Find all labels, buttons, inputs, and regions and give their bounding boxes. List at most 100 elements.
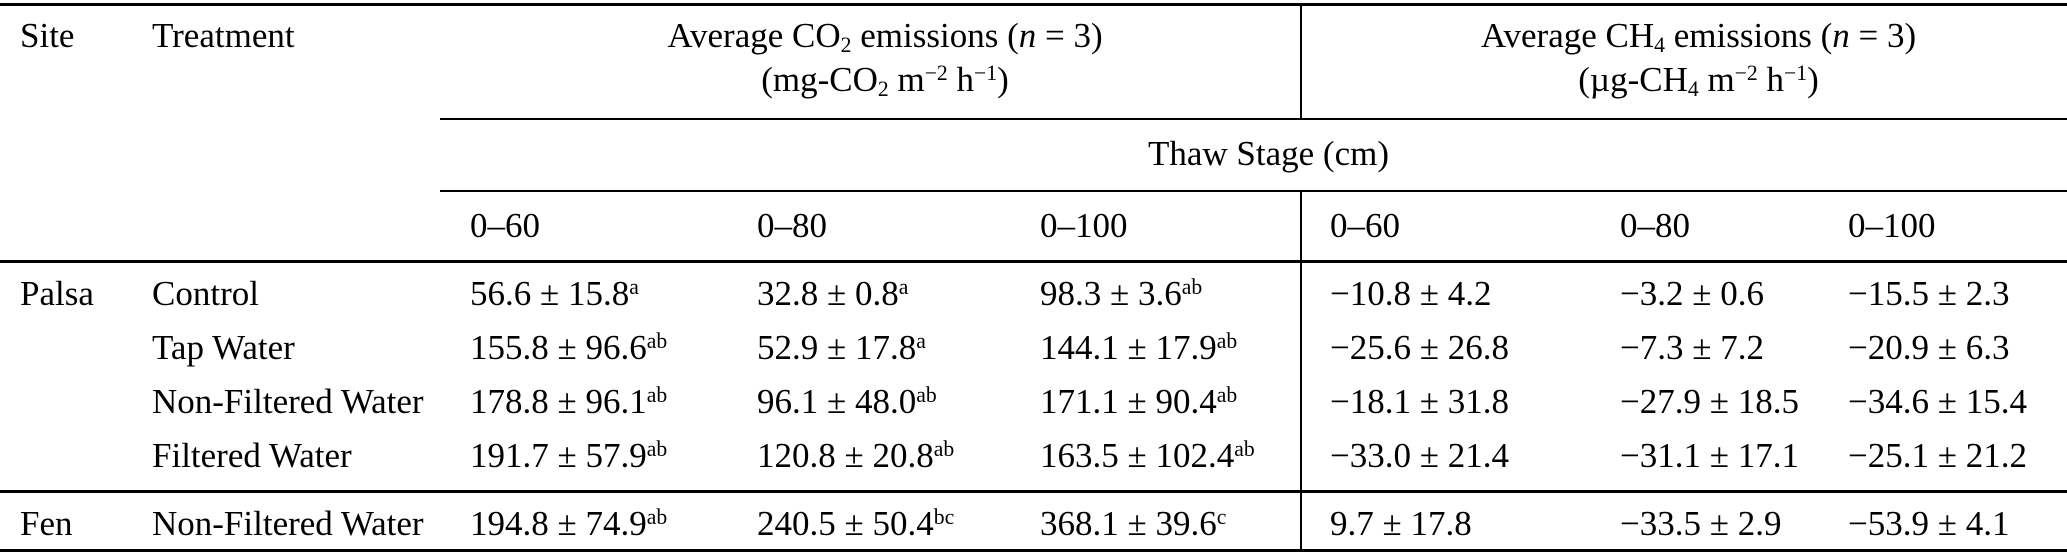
value-cell-co2-0-100: 144.1 ± 17.9ab — [1040, 326, 1300, 370]
co2-ch4-divider-depth-row — [1300, 192, 1302, 260]
value-text: −27.9 ± 18.5 — [1620, 382, 1799, 421]
significance-superscript: ab — [646, 505, 668, 530]
value-text: 155.8 ± 96.6 — [470, 328, 647, 367]
value-cell-ch4-0-80: −3.2 ± 0.6 — [1620, 272, 1848, 316]
ch4-formula-subscript: 4 — [1654, 33, 1665, 58]
value-cell-ch4-0-100: −25.1 ± 21.2 — [1848, 434, 2067, 478]
co2-formula-subscript: 2 — [840, 33, 852, 58]
value-text: −33.5 ± 2.9 — [1620, 504, 1782, 543]
site-cell: Fen — [20, 504, 73, 543]
table-row-palsa-filtered: Filtered Water 191.7 ± 57.9ab 120.8 ± 20… — [0, 434, 2067, 478]
co2-units-fragment-1: (mg-CO — [761, 60, 878, 99]
value-cell-co2-0-60: 191.7 ± 57.9ab — [470, 434, 757, 478]
co2-title-fragment-2: emissions ( — [851, 16, 1019, 55]
ch4-header-title: Average CH4 emissions (n = 3) — [1330, 14, 2067, 58]
value-text: −18.1 ± 31.8 — [1330, 382, 1509, 421]
thaw-stage-underline — [440, 190, 2067, 192]
value-cell-co2-0-100: 98.3 ± 3.6ab — [1040, 272, 1300, 316]
depth-header-co2-0-80: 0–80 — [757, 206, 827, 245]
value-text: −25.1 ± 21.2 — [1848, 436, 2027, 475]
value-cell-co2-0-80: 32.8 ± 0.8a — [757, 272, 1040, 316]
ch4-title-fragment-1: Average CH — [1480, 16, 1655, 55]
value-text: 178.8 ± 96.1 — [470, 382, 647, 421]
value-cell-ch4-0-60: −33.0 ± 21.4 — [1300, 434, 1620, 478]
depth-header-ch4-0-60: 0–60 — [1330, 206, 1400, 245]
value-cell-ch4-0-60: −25.6 ± 26.8 — [1300, 326, 1620, 370]
value-text: −15.5 ± 2.3 — [1848, 274, 2010, 313]
value-text: 194.8 ± 74.9 — [470, 504, 647, 543]
treatment-cell: Non-Filtered Water — [152, 382, 424, 421]
top-rule — [0, 3, 2067, 6]
table-row-palsa-control: Palsa Control 56.6 ± 15.8a 32.8 ± 0.8a 9… — [0, 272, 2067, 316]
value-text: 120.8 ± 20.8 — [757, 436, 934, 475]
treatment-cell: Filtered Water — [152, 436, 352, 475]
value-cell-ch4-0-100: −15.5 ± 2.3 — [1848, 272, 2067, 316]
depth-header-ch4-0-80: 0–80 — [1620, 206, 1690, 245]
thaw-stage-row: Thaw Stage (cm) — [0, 132, 2067, 176]
group-header-underline — [440, 118, 2067, 120]
co2-column-group-header: Average CO2 emissions (n = 3) (mg-CO2 m−… — [470, 14, 1300, 102]
value-cell-ch4-0-60: −18.1 ± 31.8 — [1300, 380, 1620, 424]
significance-superscript: ab — [646, 329, 668, 354]
bottom-rule — [0, 549, 2067, 552]
co2-ch4-divider-header — [1300, 6, 1302, 118]
significance-superscript: ab — [646, 437, 668, 462]
ch4-title-fragment-2: emissions ( — [1665, 16, 1833, 55]
value-text: −34.6 ± 15.4 — [1848, 382, 2027, 421]
value-cell-co2-0-60: 194.8 ± 74.9ab — [470, 502, 757, 546]
co2-units-fragment-3: h — [947, 60, 975, 99]
value-text: −7.3 ± 7.2 — [1620, 328, 1764, 367]
depth-header-co2-0-100: 0–100 — [1040, 206, 1128, 245]
ch4-units-superscript-1: −2 — [1734, 61, 1758, 86]
significance-superscript: a — [898, 275, 909, 300]
significance-superscript: ab — [1216, 383, 1238, 408]
table-row-fen-non-filtered: Fen Non-Filtered Water 194.8 ± 74.9ab 24… — [0, 502, 2067, 546]
value-cell-co2-0-60: 178.8 ± 96.1ab — [470, 380, 757, 424]
value-text: −53.9 ± 4.1 — [1848, 504, 2010, 543]
value-text: 368.1 ± 39.6 — [1040, 504, 1217, 543]
value-cell-co2-0-80: 96.1 ± 48.0ab — [757, 380, 1040, 424]
site-cell: Palsa — [20, 274, 94, 313]
value-cell-co2-0-100: 163.5 ± 102.4ab — [1040, 434, 1300, 478]
co2-units-fragment-2: m — [888, 60, 925, 99]
value-text: 171.1 ± 90.4 — [1040, 382, 1217, 421]
value-text: −3.2 ± 0.6 — [1620, 274, 1764, 313]
value-cell-ch4-0-100: −34.6 ± 15.4 — [1848, 380, 2067, 424]
site-cell — [0, 434, 152, 478]
ch4-units-superscript-2: −1 — [1784, 61, 1808, 86]
ch4-units-fragment-2: m — [1698, 60, 1735, 99]
significance-superscript: c — [1216, 505, 1227, 530]
table-row-palsa-tap-water: Tap Water 155.8 ± 96.6ab 52.9 ± 17.8a 14… — [0, 326, 2067, 370]
value-cell-ch4-0-80: −31.1 ± 17.1 — [1620, 434, 1848, 478]
col-header-treatment: Treatment — [152, 16, 295, 55]
significance-superscript: bc — [933, 505, 955, 530]
n-symbol: n — [1832, 16, 1850, 55]
treatment-cell: Non-Filtered Water — [152, 504, 424, 543]
co2-header-title: Average CO2 emissions (n = 3) — [470, 14, 1300, 58]
value-cell-co2-0-100: 368.1 ± 39.6c — [1040, 502, 1300, 546]
value-text: 9.7 ± 17.8 — [1330, 504, 1472, 543]
depth-header-row: 0–60 0–80 0–100 0–60 0–80 0–100 — [0, 204, 2067, 248]
value-text: 56.6 ± 15.8 — [470, 274, 630, 313]
value-text: −20.9 ± 6.3 — [1848, 328, 2010, 367]
ch4-units-subscript: 4 — [1687, 77, 1699, 102]
co2-header-units: (mg-CO2 m−2 h−1) — [470, 58, 1300, 102]
value-text: 32.8 ± 0.8 — [757, 274, 899, 313]
value-cell-co2-0-60: 155.8 ± 96.6ab — [470, 326, 757, 370]
header-row: Site Treatment Average CO2 emissions (n … — [0, 14, 2067, 102]
co2-units-fragment-4: ) — [997, 60, 1009, 99]
significance-superscript: ab — [646, 383, 668, 408]
depth-header-ch4-0-100: 0–100 — [1848, 206, 1936, 245]
value-cell-co2-0-80: 120.8 ± 20.8ab — [757, 434, 1040, 478]
n-symbol: n — [1018, 16, 1037, 55]
value-cell-co2-0-80: 52.9 ± 17.8a — [757, 326, 1040, 370]
co2-units-superscript-2: −1 — [974, 61, 998, 86]
treatment-cell: Tap Water — [152, 328, 295, 367]
value-cell-ch4-0-60: 9.7 ± 17.8 — [1300, 502, 1620, 546]
ch4-title-fragment-3: = 3) — [1849, 16, 1917, 55]
co2-ch4-divider-fen-block — [1300, 493, 1302, 549]
value-cell-ch4-0-80: −27.9 ± 18.5 — [1620, 380, 1848, 424]
ch4-units-fragment-1: (µg-CH — [1578, 60, 1688, 99]
significance-superscript: ab — [933, 437, 955, 462]
